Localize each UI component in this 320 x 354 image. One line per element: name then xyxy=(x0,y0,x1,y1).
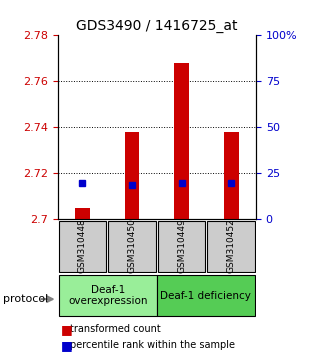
Text: GSM310452: GSM310452 xyxy=(227,219,236,273)
Text: protocol: protocol xyxy=(3,294,48,304)
FancyBboxPatch shape xyxy=(108,221,156,272)
Text: GSM310448: GSM310448 xyxy=(78,219,87,273)
Text: percentile rank within the sample: percentile rank within the sample xyxy=(70,340,236,350)
Bar xyxy=(224,132,239,219)
Text: Deaf-1
overexpression: Deaf-1 overexpression xyxy=(68,285,148,307)
FancyBboxPatch shape xyxy=(158,221,205,272)
Bar xyxy=(75,208,90,219)
Text: GSM310450: GSM310450 xyxy=(127,218,137,274)
FancyBboxPatch shape xyxy=(207,221,255,272)
FancyBboxPatch shape xyxy=(157,275,255,316)
FancyBboxPatch shape xyxy=(59,221,106,272)
Text: GSM310449: GSM310449 xyxy=(177,219,186,273)
Text: ■: ■ xyxy=(61,339,73,352)
Text: transformed count: transformed count xyxy=(70,324,161,334)
Text: ■: ■ xyxy=(61,323,73,336)
Bar xyxy=(174,63,189,219)
Text: Deaf-1 deficiency: Deaf-1 deficiency xyxy=(160,291,251,301)
FancyBboxPatch shape xyxy=(59,275,157,316)
Bar xyxy=(124,132,140,219)
Title: GDS3490 / 1416725_at: GDS3490 / 1416725_at xyxy=(76,19,237,33)
